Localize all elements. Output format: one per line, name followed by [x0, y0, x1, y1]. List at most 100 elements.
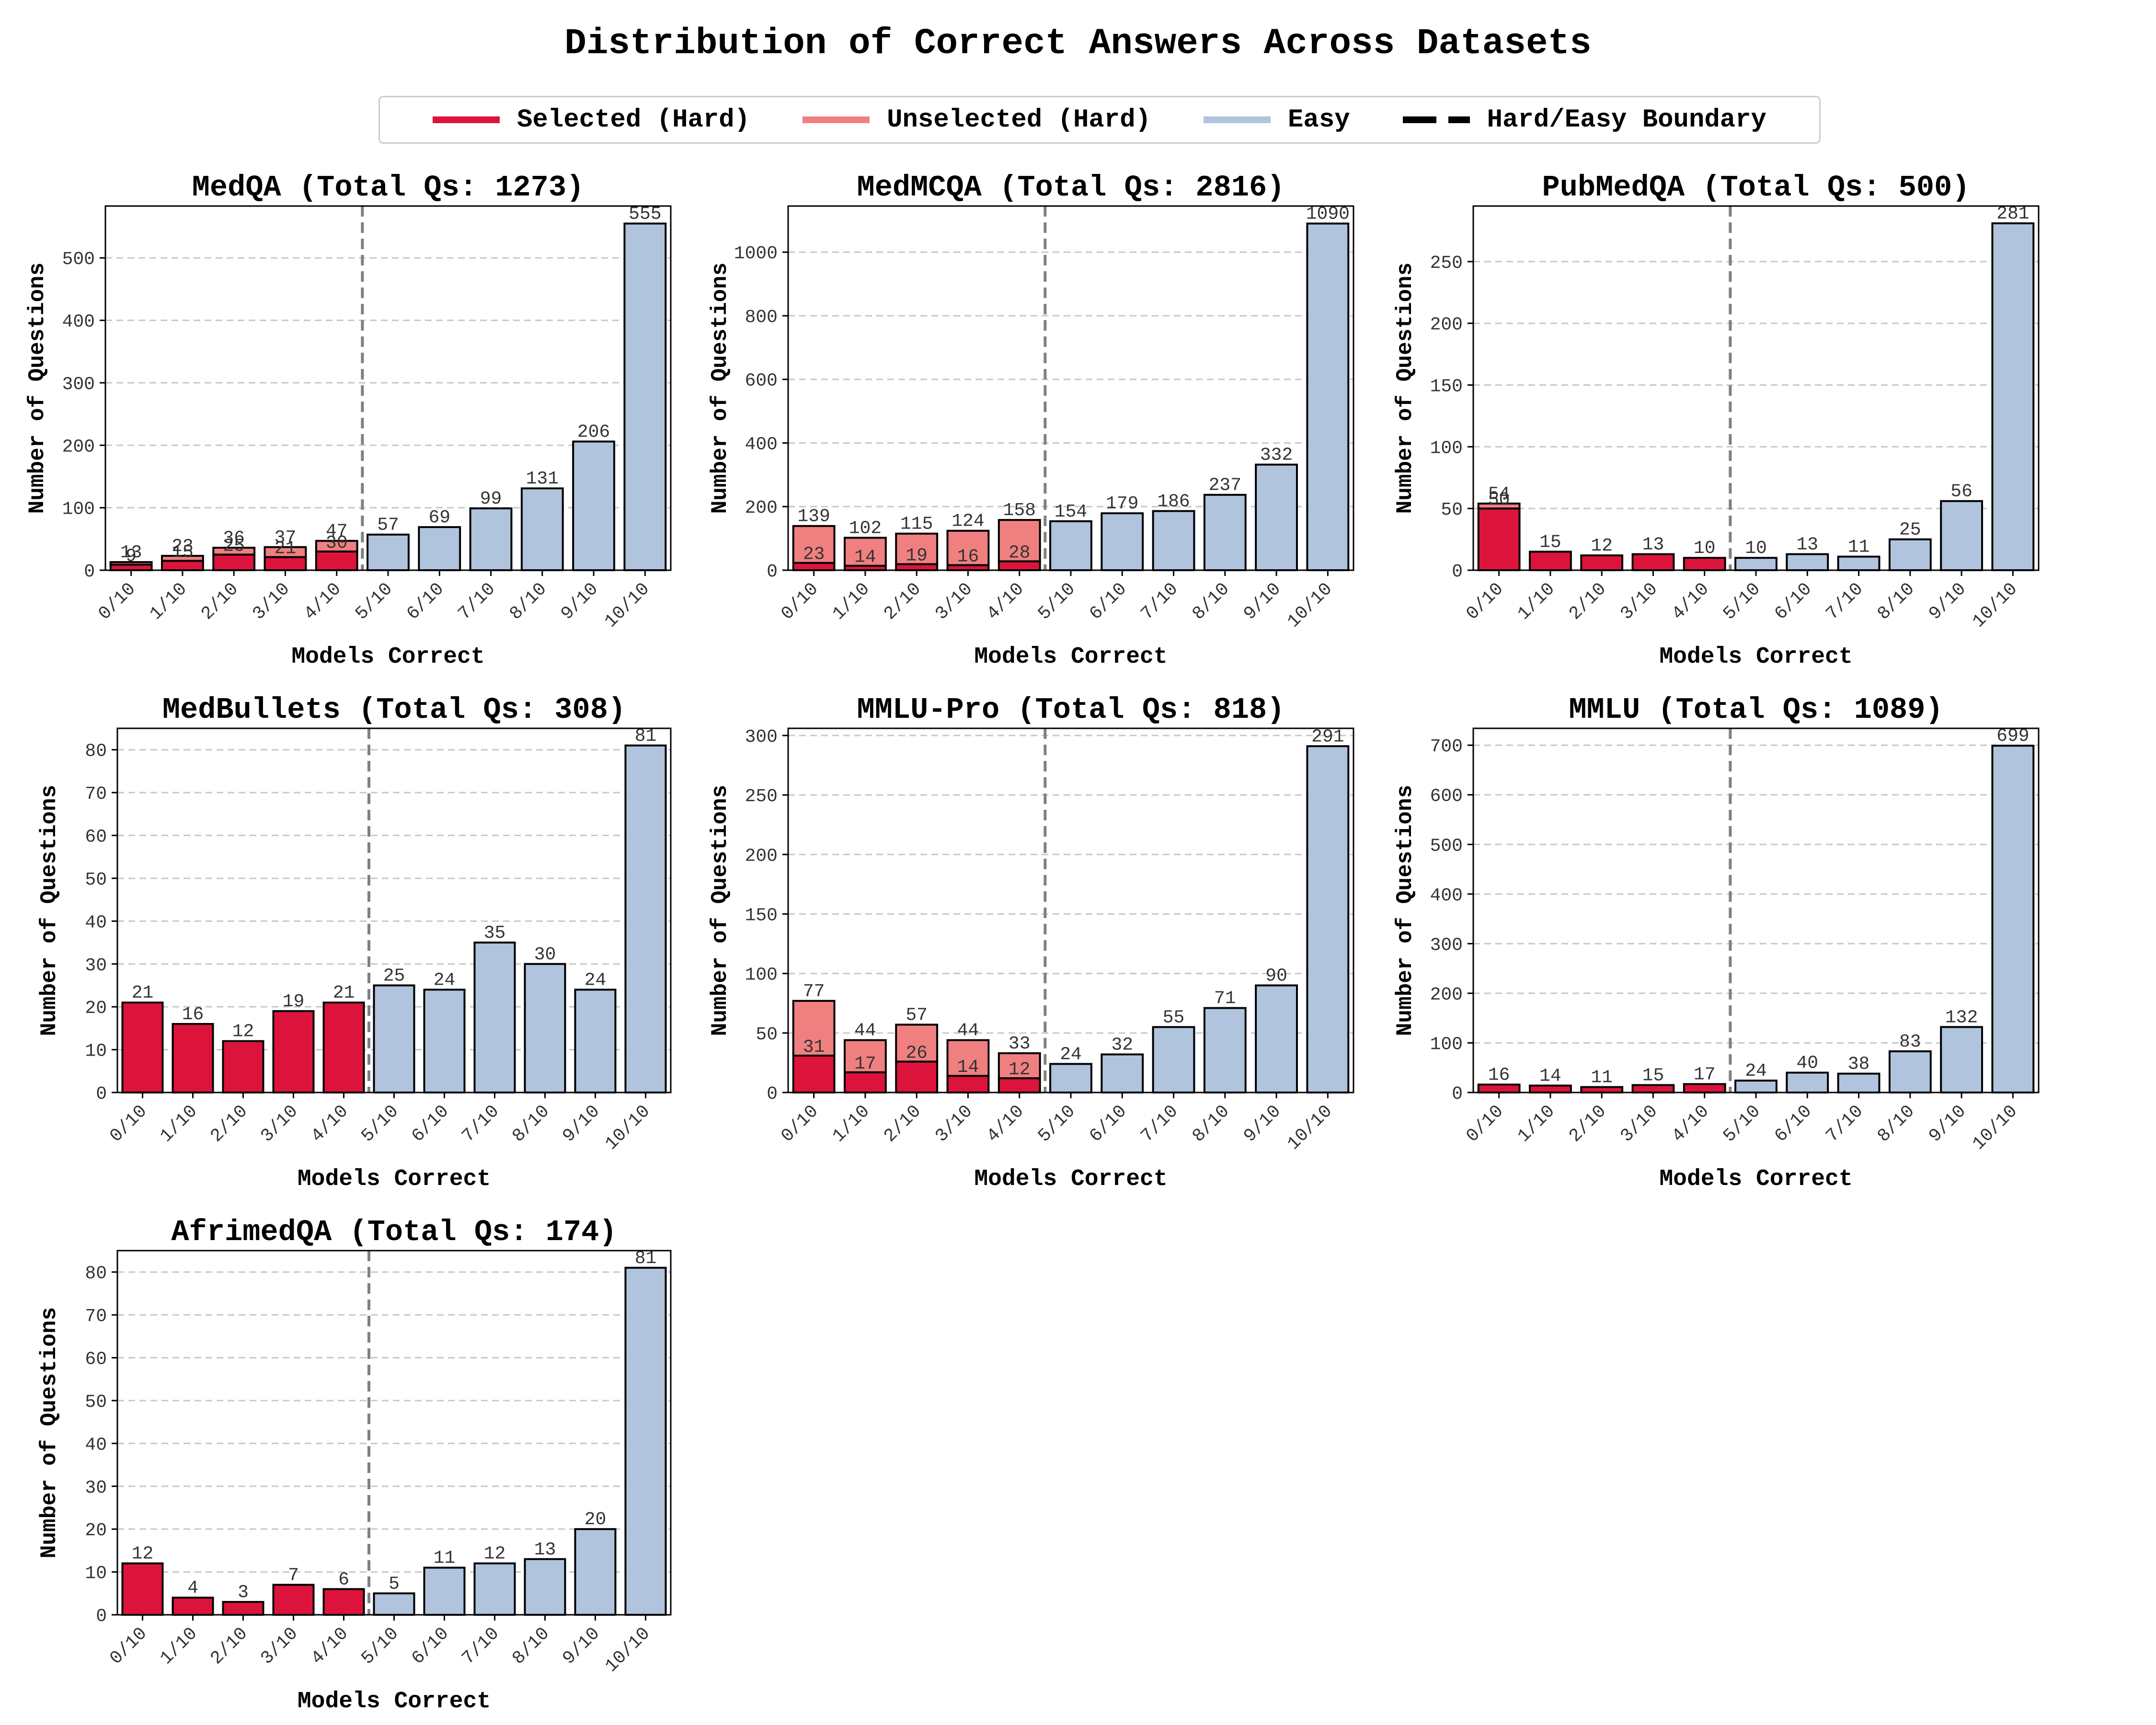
- bar-easy-8: [520, 487, 564, 572]
- y-tick-label-4: 40: [85, 1435, 107, 1455]
- bar-total-label-5: 25: [383, 966, 405, 986]
- axes-frame: [787, 205, 1354, 571]
- bar-total-label-4: 158: [1003, 500, 1036, 521]
- axes-frame: [1472, 205, 2040, 571]
- y-tick-label-2: 400: [745, 434, 778, 455]
- bar-unselected-0: [792, 1000, 836, 1057]
- bar-selected-4: [322, 1001, 365, 1094]
- bar-selected-3: [1631, 553, 1675, 571]
- x-tick-label-3: 3/10: [257, 1101, 302, 1147]
- x-tick-label-2: 2/10: [1565, 579, 1611, 624]
- y-tick-label-4: 40: [85, 912, 107, 933]
- x-tick-label-8: 8/10: [505, 579, 551, 624]
- bar-easy-7: [1837, 555, 1881, 571]
- bar-total-label-1: 15: [1539, 532, 1561, 552]
- bar-total-label-2: 3: [238, 1582, 249, 1603]
- y-axis-label: Number of Questions: [37, 785, 62, 1036]
- y-tick-label-2: 100: [745, 965, 778, 986]
- bar-unselected-4: [998, 1052, 1041, 1080]
- bar-selected-4: [998, 1077, 1041, 1093]
- bar-total-label-3: 37: [275, 528, 297, 548]
- y-axis-label: Number of Questions: [1393, 263, 1418, 514]
- y-tick-label-5: 500: [62, 249, 95, 270]
- bar-easy-6: [1786, 1071, 1829, 1093]
- y-tick-label-3: 30: [85, 955, 107, 976]
- x-tick-label-10: 10/10: [1284, 1101, 1337, 1154]
- x-axis-label: Models Correct: [298, 1166, 491, 1192]
- axes-frame: [787, 727, 1354, 1093]
- bar-total-label-7: 11: [1848, 537, 1870, 558]
- bar-selected-3: [272, 1584, 315, 1616]
- bar-total-label-6: 13: [1796, 535, 1818, 555]
- bar-selected-label-1: 14: [854, 547, 876, 568]
- bar-total-label-8: 237: [1209, 475, 1241, 496]
- chart-title: AfrimedQA (Total Qs: 174): [171, 1215, 617, 1249]
- x-tick-label-8: 8/10: [508, 1101, 554, 1147]
- bar-unselected-3: [946, 1039, 990, 1077]
- axes-frame: [1472, 727, 2040, 1093]
- bar-total-label-3: 13: [1642, 535, 1664, 555]
- bar-total-label-2: 11: [1591, 1068, 1613, 1088]
- bar-total-label-1: 44: [854, 1021, 876, 1041]
- chart-2: 05010015020025054500/10151/10122/10133/1…: [1393, 171, 2040, 670]
- x-tick-label-9: 9/10: [559, 1101, 604, 1147]
- x-tick-label-9: 9/10: [557, 579, 603, 624]
- x-tick-label-2: 2/10: [206, 1623, 252, 1669]
- chart-title: MedQA (Total Qs: 1273): [192, 171, 585, 205]
- bar-total-label-0: 16: [1488, 1065, 1510, 1085]
- bar-total-label-4: 10: [1694, 538, 1716, 559]
- bar-total-label-8: 71: [1214, 989, 1236, 1009]
- bar-total-label-6: 40: [1796, 1053, 1818, 1074]
- bar-total-label-5: 24: [1060, 1044, 1082, 1065]
- figure-title: Distribution of Correct Answers Across D…: [564, 23, 1592, 64]
- bar-total-label-6: 24: [434, 970, 456, 990]
- bar-unselected-2: [895, 1024, 939, 1063]
- y-tick-label-0: 0: [84, 562, 95, 582]
- y-tick-label-8: 80: [85, 741, 107, 762]
- x-tick-label-10: 10/10: [1969, 579, 2022, 632]
- bar-total-label-6: 69: [428, 507, 450, 528]
- y-axis-label: Number of Questions: [1393, 785, 1418, 1036]
- x-tick-label-6: 6/10: [408, 1101, 453, 1147]
- y-tick-label-1: 100: [62, 499, 95, 520]
- bar-easy-6: [1101, 512, 1144, 571]
- bar-total-label-7: 55: [1163, 1007, 1185, 1028]
- bar-total-label-0: 13: [120, 542, 142, 563]
- bar-total-label-3: 44: [957, 1021, 979, 1041]
- bar-easy-9: [574, 1528, 617, 1616]
- bar-easy-10: [1306, 745, 1350, 1093]
- y-tick-label-6: 300: [745, 727, 778, 748]
- y-tick-label-6: 60: [85, 1349, 107, 1370]
- y-tick-label-5: 1000: [734, 243, 778, 264]
- bar-easy-8: [1888, 1050, 1932, 1094]
- bar-total-label-7: 12: [484, 1544, 506, 1564]
- x-tick-label-6: 6/10: [408, 1623, 453, 1669]
- y-tick-label-1: 200: [745, 498, 778, 518]
- x-tick-label-2: 2/10: [1565, 1101, 1611, 1147]
- x-tick-label-9: 9/10: [1240, 1101, 1285, 1147]
- bar-easy-10: [624, 744, 667, 1093]
- bar-total-label-8: 30: [534, 944, 556, 965]
- bar-unselected-0: [1477, 502, 1521, 510]
- bar-unselected-1: [844, 537, 887, 567]
- bar-total-label-6: 179: [1106, 494, 1138, 514]
- y-tick-label-5: 500: [1430, 836, 1463, 856]
- bar-unselected-4: [998, 519, 1041, 563]
- bar-selected-4: [322, 1588, 365, 1616]
- bar-total-label-2: 12: [232, 1022, 254, 1042]
- bar-total-label-5: 57: [377, 515, 399, 536]
- bar-total-label-9: 90: [1265, 966, 1287, 986]
- bar-easy-6: [1101, 1053, 1144, 1094]
- x-tick-label-9: 9/10: [559, 1623, 604, 1669]
- bar-easy-9: [1940, 1026, 1984, 1093]
- bar-unselected-1: [844, 1039, 887, 1073]
- bar-total-label-8: 83: [1899, 1032, 1921, 1052]
- y-tick-label-3: 600: [745, 371, 778, 391]
- y-tick-label-2: 200: [1430, 985, 1463, 1005]
- bar-easy-7: [1152, 1026, 1195, 1093]
- y-tick-label-2: 20: [85, 998, 107, 1019]
- legend-swatch-boundary: [1402, 116, 1470, 123]
- x-tick-label-1: 1/10: [156, 1101, 202, 1147]
- bar-selected-label-1: 17: [854, 1054, 876, 1074]
